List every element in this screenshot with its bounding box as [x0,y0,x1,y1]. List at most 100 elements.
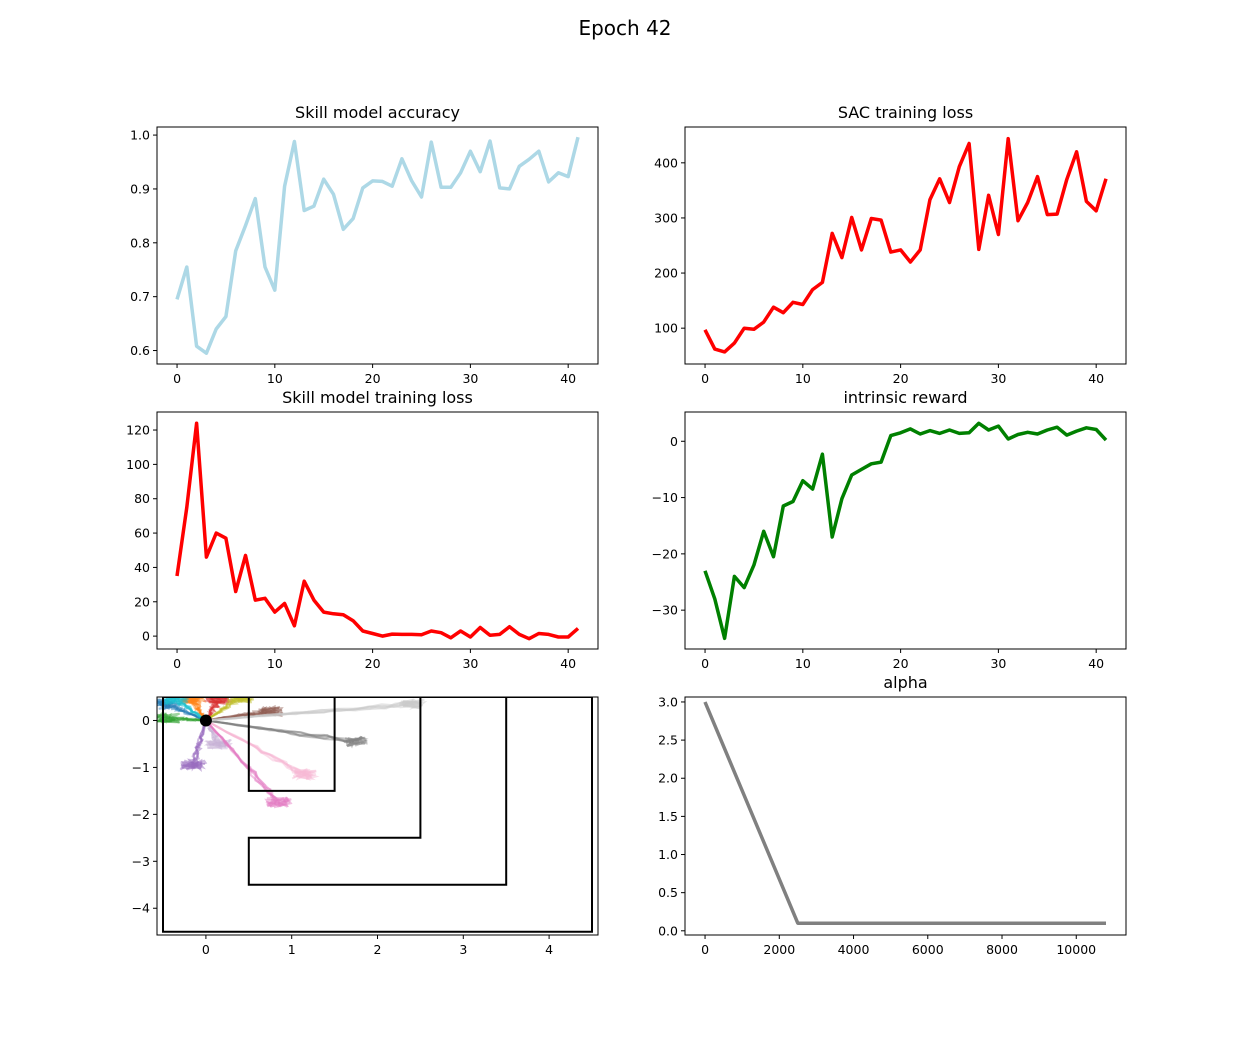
y-tick-label: −2 [132,807,150,822]
axes-frame [156,696,599,936]
trajectory-line [189,720,207,773]
x-tick-label: 4 [545,942,553,957]
series-line [175,421,580,641]
skill-trajectories [205,704,284,722]
subplot-title: intrinsic reward [843,388,967,407]
skill-trajectories [205,719,320,781]
x-tick-label: 10 [267,656,283,671]
trajectory-line [205,704,277,722]
x-tick-label: 8000 [986,942,1018,957]
y-tick-label: −20 [652,546,678,561]
y-tick-label: 0 [142,629,150,644]
trajectory-line [205,697,248,722]
trajectory-line [205,698,423,722]
subplot-6: alpha 0 2000 4000 6000 8000 10000 0.0 0.5 1.0 1.5 2… [658,673,1127,957]
x-tick-label: 0 [701,371,709,386]
subplot-4: intrinsic reward 0 10 20 30 40 −30 −20 −10 0 [652,388,1127,671]
x-tick-label: 40 [560,656,576,671]
trajectory-line [157,712,207,724]
x-tick-label: 0 [701,942,709,957]
trajectory-line [205,719,313,779]
trajectory-line [157,699,207,722]
x-tick-label: 30 [990,371,1006,386]
x-tick-label: 30 [462,656,478,671]
y-tick-label: 2.5 [658,733,678,748]
trajectory-line [205,719,290,808]
subplot-title: alpha [883,673,927,692]
skill-trajectories [179,720,208,773]
y-tick-label: −3 [132,854,150,869]
y-tick-label: −30 [652,603,678,618]
trajectory-line [157,714,207,723]
trajectory-line [205,697,234,721]
plot-area [157,697,593,933]
skill-trajectories [157,698,207,722]
x-tick-label: 0 [173,656,181,671]
axes-frame [156,126,599,365]
trajectory-line [205,719,320,781]
trajectory-line [205,708,284,722]
series-line [175,136,580,355]
y-tick-label: 40 [134,560,150,575]
trajectory-line [157,712,207,725]
x-tick-label: 20 [365,371,381,386]
subplot-title: SAC training loss [838,103,973,122]
trajectory-line [157,698,207,722]
y-tick-label: −4 [132,901,150,916]
maze-wall [247,697,336,792]
plot-area [703,136,1108,354]
y-tick-label: 60 [134,526,150,541]
maze-wall [162,697,593,933]
y-tick-label: 100 [126,457,150,472]
trajectory-line [204,697,230,721]
trajectory-line [205,699,424,722]
axes-frame [156,411,599,650]
trajectory-line [205,700,423,722]
trajectory-line [163,697,207,722]
trajectory-line [203,720,228,749]
x-tick-label: 2000 [763,942,795,957]
x-tick-label: 10 [795,371,811,386]
y-tick-label: 0.8 [130,235,150,250]
skill-trajectories [176,697,207,722]
maze-wall [247,697,508,886]
y-tick-label: 0.0 [658,923,678,938]
x-tick-label: 40 [1088,371,1104,386]
trajectory-line [205,697,230,722]
y-tick-label: 80 [134,491,150,506]
trajectory-line [205,720,229,750]
trajectory-line [205,719,292,807]
subplot-2: SAC training loss 0 10 20 30 40 100 200 300 400 [654,103,1127,386]
axes-frame [684,411,1127,650]
skill-trajectories [203,720,233,751]
trajectory-line [205,719,317,781]
y-tick-label: 3.0 [658,694,678,709]
x-tick-label: 40 [1088,656,1104,671]
x-tick-label: 0 [173,371,181,386]
y-tick-label: 200 [654,266,678,281]
trajectory-line [179,697,207,721]
figure-title: Epoch 42 [578,16,672,40]
trajectory-line [176,697,207,722]
subplot-3: Skill model training loss 0 10 20 30 40 0 20 40 6… [126,388,599,671]
trajectory-line [205,719,289,808]
y-tick-label: −1 [132,760,150,775]
trajectory-line [205,706,284,722]
subplot-5: 0 1 2 3 4 0 −1 −2 −3 −4 [132,696,599,957]
x-tick-label: 10000 [1056,942,1096,957]
start-point [199,714,212,727]
x-tick-label: 30 [990,656,1006,671]
plot-area [703,421,1108,641]
trajectory-line [157,698,207,722]
trajectory-line [157,700,207,722]
trajectory-line [205,719,317,779]
axes-frame [684,126,1127,365]
trajectory-line [166,697,207,722]
y-tick-label: 400 [654,155,678,170]
trajectory-line [204,697,231,722]
y-tick-label: 0 [142,713,150,728]
y-tick-label: 0.5 [658,885,678,900]
y-tick-label: 1.0 [130,128,150,143]
x-tick-label: 1 [288,942,296,957]
